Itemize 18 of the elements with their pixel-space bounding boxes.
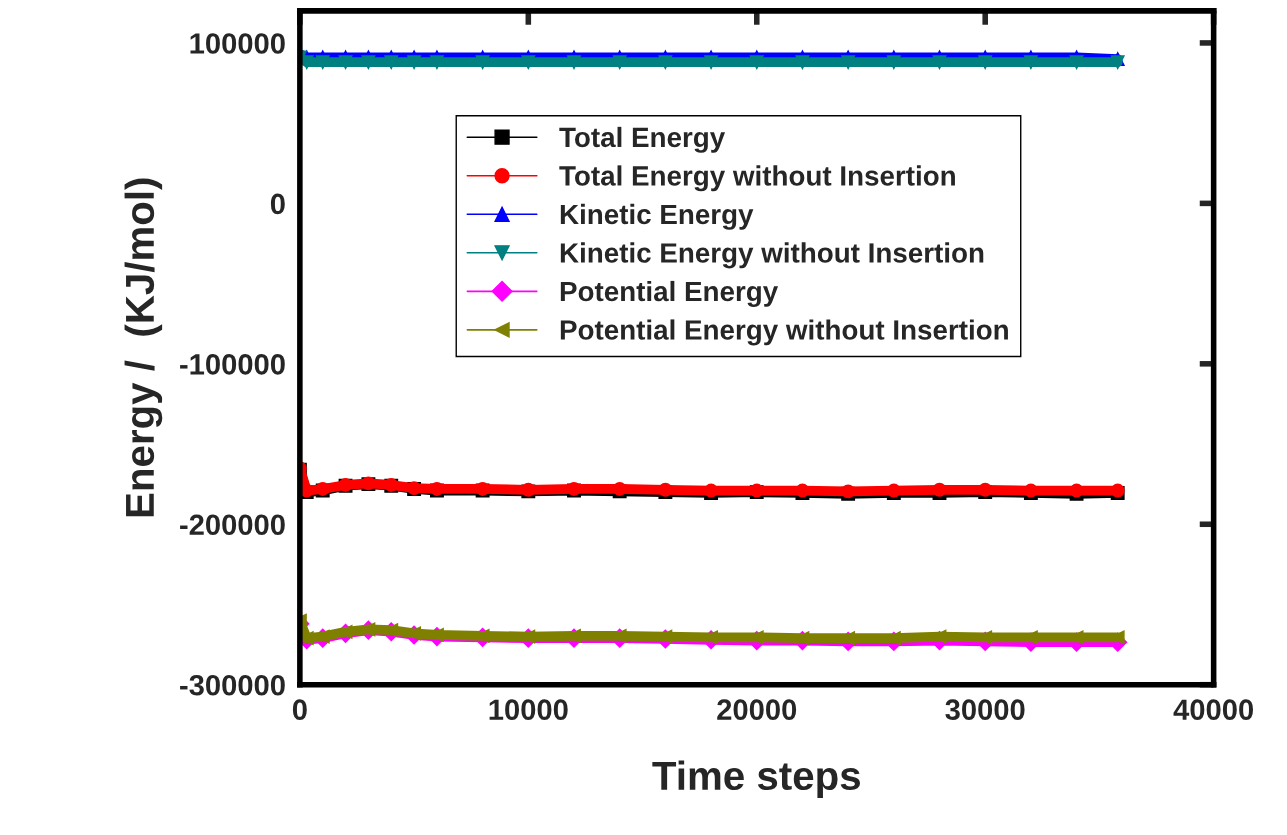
y-tick-label: -300000 xyxy=(180,674,285,696)
y-tick-label: -100000 xyxy=(180,354,285,375)
x-tick-label: 40000 xyxy=(1173,699,1253,721)
x-tick-label: 0 xyxy=(292,699,307,721)
x-tick-label: 30000 xyxy=(945,699,1025,721)
legend-label: Kinetic Energy without Insertion xyxy=(560,242,984,269)
x-tick-label: 10000 xyxy=(489,699,568,721)
x-tick-label: 20000 xyxy=(717,699,797,721)
legend-label: Potential Energy xyxy=(560,280,779,307)
legend-label: Total Energy without Insertion xyxy=(559,165,955,192)
legend-label: Total Energy xyxy=(559,126,726,153)
y-axis-title: Energy / (KJ/mol) xyxy=(124,178,163,517)
y-tick-label: -200000 xyxy=(180,514,285,536)
legend-label: Kinetic Energy xyxy=(560,203,754,230)
x-axis-title: Time steps xyxy=(652,760,860,799)
legend-label: Potential Energy without Insertion xyxy=(560,319,1008,346)
y-tick-label: 0 xyxy=(270,193,285,215)
y-tick-label: 100000 xyxy=(190,33,285,54)
